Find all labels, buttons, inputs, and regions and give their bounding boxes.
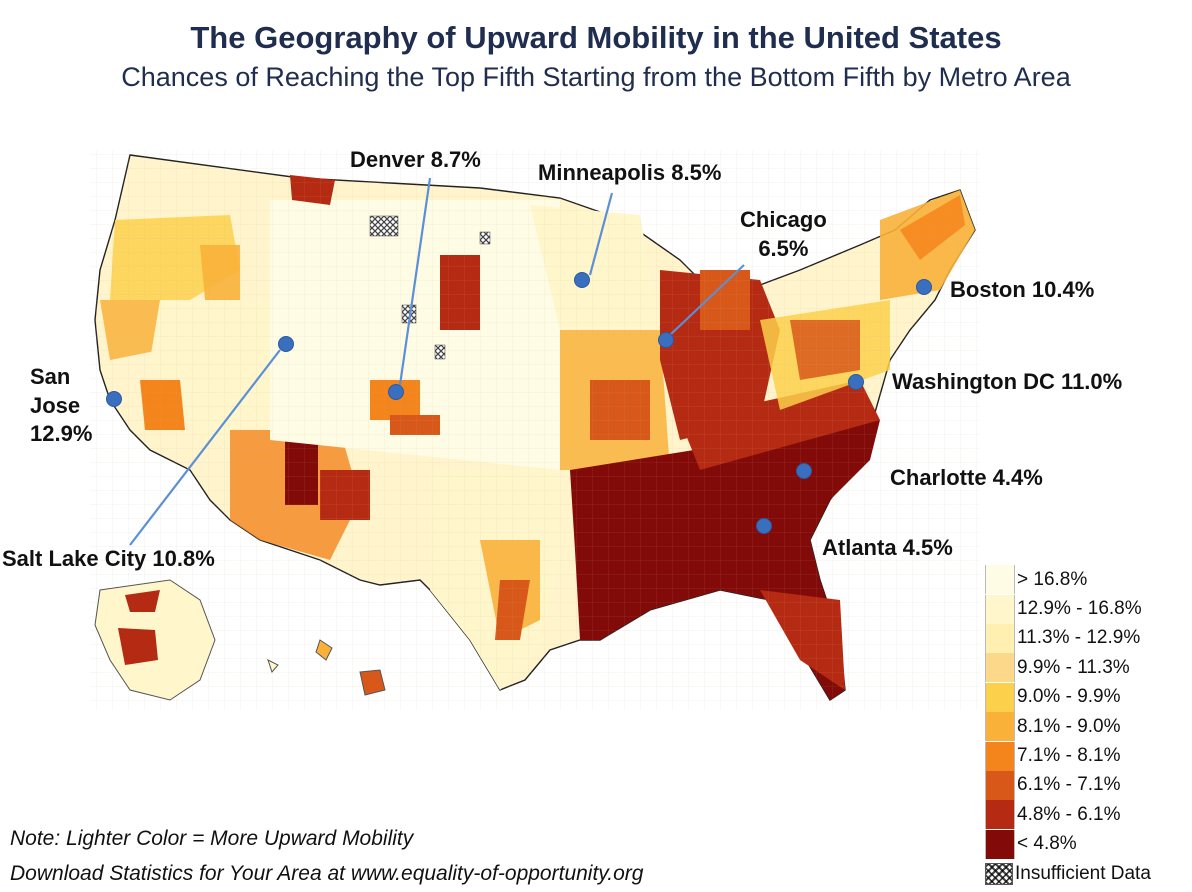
legend-swatch: [985, 741, 1015, 771]
hawaii: [267, 639, 386, 696]
marker-atlanta: [756, 518, 772, 534]
legend-item: 7.1% - 8.1%: [985, 741, 1190, 771]
legend-swatch: [985, 682, 1015, 712]
note-lighter-color: Note: Lighter Color = More Upward Mobili…: [10, 827, 414, 850]
legend-item: 8.1% - 9.0%: [985, 712, 1190, 742]
legend-label: 7.1% - 8.1%: [1017, 745, 1121, 767]
map-title: The Geography of Upward Mobility in the …: [190, 20, 1002, 55]
legend-item: > 16.8%: [985, 565, 1190, 595]
pointer-denver: [398, 177, 432, 386]
legend-item: 9.0% - 9.9%: [985, 682, 1190, 712]
marker-washington-dc: [848, 374, 864, 390]
legend-item: 11.3% - 12.9%: [985, 623, 1190, 653]
marker-boston: [916, 279, 932, 295]
label-washington-dc: Washington DC 11.0%: [892, 369, 1123, 394]
marker-minneapolis: [574, 272, 590, 288]
label-chicago: Chicago 6.5%: [740, 207, 827, 261]
alaska: [94, 579, 216, 701]
legend-swatch: [985, 623, 1015, 653]
map-legend: > 16.8% 12.9% - 16.8% 11.3% - 12.9% 9.9% - …: [985, 565, 1190, 888]
legend-label: 9.9% - 11.3%: [1017, 656, 1130, 678]
legend-label: 6.1% - 7.1%: [1017, 774, 1121, 796]
legend-label: 11.3% - 12.9%: [1017, 627, 1141, 649]
legend-item: < 4.8%: [985, 829, 1190, 859]
label-atlanta: Atlanta 4.5%: [822, 535, 953, 560]
legend-swatch: [985, 565, 1015, 595]
legend-item: 6.1% - 7.1%: [985, 770, 1190, 800]
legend-label: > 16.8%: [1017, 568, 1088, 590]
pointer-salt-lake-city: [129, 349, 281, 546]
city-markers: [106, 272, 932, 534]
legend-swatch: [985, 770, 1015, 800]
marker-salt-lake-city: [278, 336, 294, 352]
legend-swatch: [985, 594, 1015, 624]
legend-swatch: [985, 712, 1015, 742]
legend-item: Insufficient Data: [985, 859, 1190, 888]
label-boston: Boston 10.4%: [950, 277, 1095, 302]
legend-label: < 4.8%: [1017, 833, 1077, 855]
city-pointers: [129, 177, 745, 546]
legend-item: 4.8% - 6.1%: [985, 800, 1190, 830]
legend-label: Insufficient Data: [1015, 862, 1151, 884]
map-subtitle: Chances of Reaching the Top Fifth Starti…: [121, 62, 1071, 92]
legend-item: 12.9% - 16.8%: [985, 594, 1190, 624]
pointer-chicago: [669, 264, 745, 336]
pointer-minneapolis: [588, 192, 614, 276]
note-download-statistics: Download Statistics for Your Area at www…: [10, 862, 644, 885]
label-charlotte: Charlotte 4.4%: [890, 465, 1043, 490]
marker-chicago: [658, 332, 674, 348]
legend-swatch: [985, 653, 1015, 683]
legend-swatch: [985, 829, 1015, 859]
marker-san-jose: [106, 391, 122, 407]
legend-swatch: [985, 862, 1013, 885]
marker-charlotte: [796, 463, 812, 479]
legend-label: 8.1% - 9.0%: [1017, 715, 1121, 737]
label-salt-lake-city: Salt Lake City 10.8%: [2, 546, 215, 571]
legend-label: 12.9% - 16.8%: [1017, 598, 1142, 620]
legend-item: 9.9% - 11.3%: [985, 653, 1190, 683]
label-minneapolis: Minneapolis 8.5%: [538, 160, 722, 185]
legend-label: 9.0% - 9.9%: [1017, 686, 1121, 708]
legend-swatch: [985, 800, 1015, 830]
marker-denver: [388, 384, 404, 400]
county-grid: [90, 150, 980, 710]
label-denver: Denver 8.7%: [350, 147, 481, 172]
insufficient-data-areas: [369, 215, 491, 360]
label-san-jose: San Jose 12.9%: [30, 364, 93, 447]
legend-label: 4.8% - 6.1%: [1017, 803, 1121, 825]
